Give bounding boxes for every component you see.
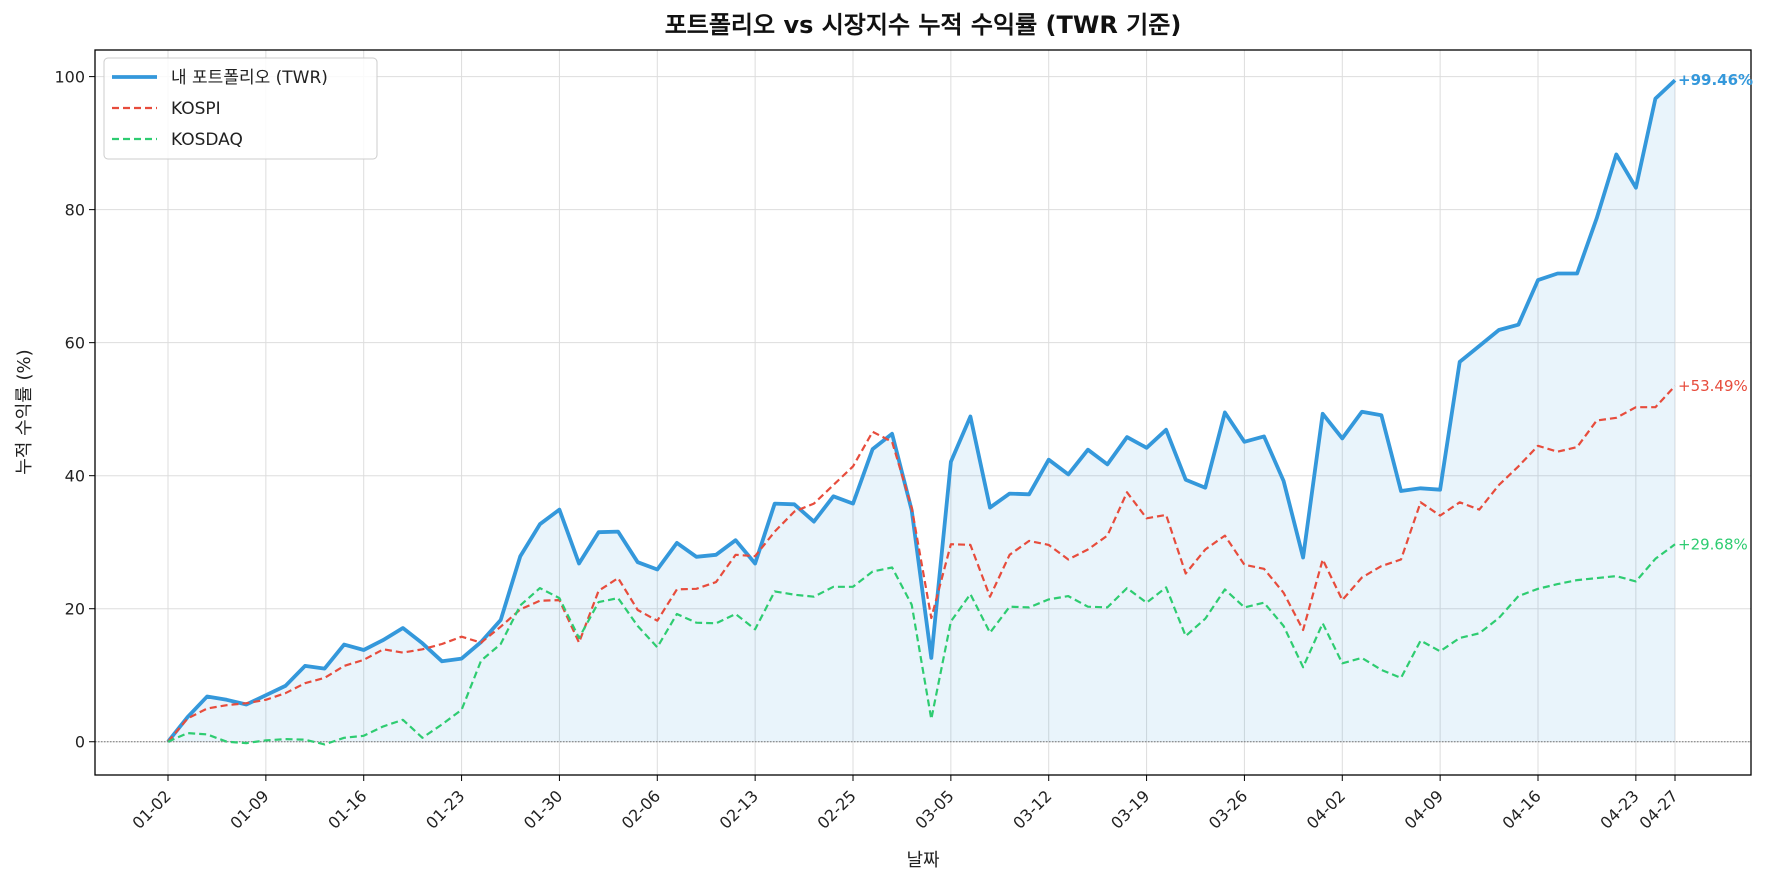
y-tick-label: 100 xyxy=(54,68,85,87)
y-tick-label: 0 xyxy=(75,733,85,752)
end-labels: +99.46% +53.49% +29.68% xyxy=(1678,71,1753,553)
y-tick-label: 60 xyxy=(65,334,85,353)
plot-frame xyxy=(94,49,1752,776)
series-layer xyxy=(166,78,1677,746)
series-end-label: +53.49% xyxy=(1678,377,1748,395)
chart-title: 포트폴리오 vs 시장지수 누적 수익률 (TWR 기준) xyxy=(665,11,1182,39)
series-end-label: +29.68% xyxy=(1678,535,1748,553)
legend-label: KOSDAQ xyxy=(171,130,243,150)
legend-box xyxy=(103,57,378,160)
series-end-label: +99.46% xyxy=(1678,71,1753,89)
series-line-3 xyxy=(167,543,1676,746)
x-axis-label: 날짜 xyxy=(906,850,940,871)
legend: 내 포트폴리오 (TWR) KOSPI KOSDAQ xyxy=(103,57,378,160)
y-axis-label: 누적 수익률 (%) xyxy=(14,349,35,474)
y-tick-label: 20 xyxy=(65,600,85,619)
series-line-1 xyxy=(166,78,1677,743)
y-tick-label: 40 xyxy=(65,467,85,486)
y-axis: 0 20 40 60 80 100 xyxy=(54,68,95,752)
series-line-2 xyxy=(167,385,1676,743)
fill-layer xyxy=(168,80,1675,742)
y-tick-label: 80 xyxy=(65,201,85,220)
legend-label: 내 포트폴리오 (TWR) xyxy=(171,68,328,88)
legend-label: KOSPI xyxy=(171,99,221,119)
series-area-fill xyxy=(168,80,1675,742)
grid-layer xyxy=(95,50,1751,775)
